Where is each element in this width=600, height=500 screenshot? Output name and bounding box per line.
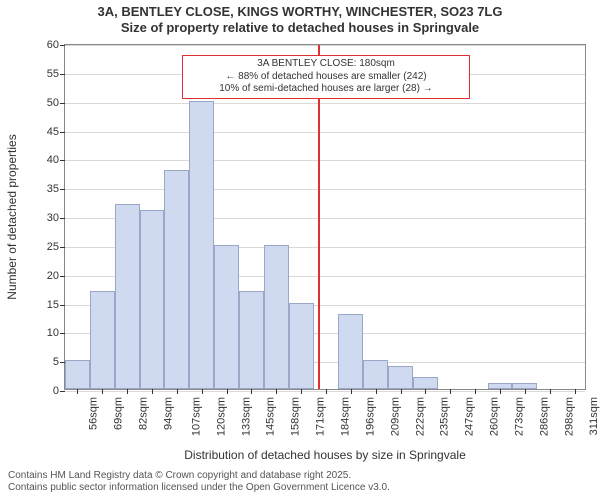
- xtick-mark: [475, 389, 476, 394]
- xtick-mark: [351, 389, 352, 394]
- xtick-mark: [575, 389, 576, 394]
- gridline: [65, 103, 585, 104]
- xtick-label: 171sqm: [315, 397, 327, 436]
- ytick-label: 10: [47, 327, 65, 339]
- xtick-mark: [525, 389, 526, 394]
- xtick-mark: [202, 389, 203, 394]
- xtick-mark: [401, 389, 402, 394]
- plot-area: 05101520253035404550556056sqm69sqm82sqm9…: [64, 44, 586, 390]
- histogram-bar: [413, 377, 438, 389]
- xtick-mark: [376, 389, 377, 394]
- ytick-label: 15: [47, 299, 65, 311]
- y-axis-label: Number of detached properties: [5, 134, 19, 299]
- xtick-label: 107sqm: [190, 397, 202, 436]
- xtick-mark: [77, 389, 78, 394]
- histogram-bar: [338, 314, 363, 389]
- histogram-bar: [214, 245, 239, 389]
- gridline: [65, 391, 585, 392]
- histogram-bar: [264, 245, 289, 389]
- xtick-mark: [102, 389, 103, 394]
- xtick-label: 273sqm: [514, 397, 526, 436]
- annotation-line3: 10% of semi-detached houses are larger (…: [189, 83, 462, 96]
- xtick-label: 196sqm: [364, 397, 376, 436]
- xtick-mark: [326, 389, 327, 394]
- xtick-mark: [177, 389, 178, 394]
- histogram-bar: [90, 291, 115, 389]
- xtick-label: 286sqm: [538, 397, 550, 436]
- ytick-label: 60: [47, 39, 65, 51]
- xtick-mark: [251, 389, 252, 394]
- histogram-bar: [289, 303, 314, 390]
- histogram-bar: [140, 210, 165, 389]
- histogram-bar: [65, 360, 90, 389]
- xtick-mark: [450, 389, 451, 394]
- histogram-bar: [115, 204, 140, 389]
- xtick-label: 247sqm: [464, 397, 476, 436]
- xtick-mark: [500, 389, 501, 394]
- ytick-label: 55: [47, 68, 65, 80]
- x-axis-label: Distribution of detached houses by size …: [184, 448, 466, 462]
- xtick-mark: [152, 389, 153, 394]
- gridline: [65, 45, 585, 46]
- ytick-label: 50: [47, 97, 65, 109]
- histogram-bar: [363, 360, 388, 389]
- xtick-mark: [301, 389, 302, 394]
- xtick-mark: [550, 389, 551, 394]
- chart-footer: Contains HM Land Registry data © Crown c…: [8, 470, 390, 494]
- xtick-label: 235sqm: [439, 397, 451, 436]
- histogram-chart: 3A, BENTLEY CLOSE, KINGS WORTHY, WINCHES…: [0, 0, 600, 500]
- xtick-label: 209sqm: [389, 397, 401, 436]
- ytick-label: 30: [47, 212, 65, 224]
- footer-line2: Contains public sector information licen…: [8, 482, 390, 494]
- xtick-label: 133sqm: [240, 397, 252, 436]
- histogram-bar: [189, 101, 214, 389]
- ytick-label: 45: [47, 126, 65, 138]
- footer-line1: Contains HM Land Registry data © Crown c…: [8, 470, 390, 482]
- xtick-label: 145sqm: [265, 397, 277, 436]
- gridline: [65, 160, 585, 161]
- ytick-label: 5: [53, 356, 65, 368]
- chart-title-line2: Size of property relative to detached ho…: [0, 20, 600, 36]
- annotation-box: 3A BENTLEY CLOSE: 180sqm← 88% of detache…: [182, 55, 469, 99]
- chart-title: 3A, BENTLEY CLOSE, KINGS WORTHY, WINCHES…: [0, 0, 600, 37]
- xtick-label: 82sqm: [138, 397, 150, 430]
- ytick-label: 0: [53, 385, 65, 397]
- gridline: [65, 132, 585, 133]
- ytick-label: 25: [47, 241, 65, 253]
- gridline: [65, 189, 585, 190]
- xtick-mark: [276, 389, 277, 394]
- xtick-label: 120sqm: [215, 397, 227, 436]
- annotation-line1: 3A BENTLEY CLOSE: 180sqm: [189, 58, 462, 71]
- ytick-label: 20: [47, 270, 65, 282]
- xtick-label: 94sqm: [163, 397, 175, 430]
- xtick-mark: [227, 389, 228, 394]
- xtick-label: 311sqm: [588, 397, 600, 435]
- histogram-bar: [164, 170, 189, 389]
- xtick-label: 158sqm: [290, 397, 302, 436]
- xtick-mark: [127, 389, 128, 394]
- histogram-bar: [239, 291, 264, 389]
- histogram-bar: [388, 366, 413, 389]
- xtick-label: 184sqm: [340, 397, 352, 436]
- chart-title-line1: 3A, BENTLEY CLOSE, KINGS WORTHY, WINCHES…: [0, 4, 600, 20]
- ytick-label: 35: [47, 183, 65, 195]
- xtick-label: 69sqm: [113, 397, 125, 430]
- annotation-line2: ← 88% of detached houses are smaller (24…: [189, 71, 462, 84]
- xtick-mark: [425, 389, 426, 394]
- xtick-label: 56sqm: [88, 397, 100, 430]
- ytick-label: 40: [47, 154, 65, 166]
- xtick-label: 298sqm: [563, 397, 575, 436]
- xtick-label: 222sqm: [414, 397, 426, 436]
- xtick-label: 260sqm: [489, 397, 501, 436]
